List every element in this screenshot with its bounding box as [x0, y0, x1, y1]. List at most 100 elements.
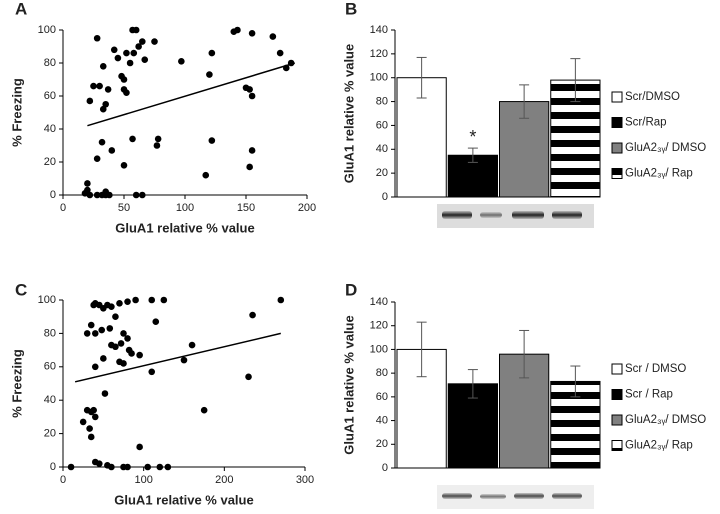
point — [128, 350, 135, 357]
legend-label: Scr/Rap — [625, 117, 667, 129]
point — [108, 147, 116, 154]
y-tick-label: 60 — [376, 119, 388, 131]
point — [102, 191, 109, 199]
legend-label: GluA2₃ᵧ/ DMSO — [625, 142, 706, 154]
y-tick-label: 0 — [382, 191, 388, 203]
point — [104, 86, 112, 93]
y-tick-label: 20 — [376, 438, 388, 450]
point — [208, 137, 216, 144]
legend-swatch — [611, 363, 623, 375]
point — [120, 76, 128, 83]
y-tick-label: 120 — [370, 48, 388, 60]
point — [86, 97, 94, 105]
legend-swatch — [611, 142, 623, 154]
point — [132, 26, 140, 34]
x-tick-label: 100 — [176, 202, 194, 214]
point — [249, 311, 256, 319]
y-axis-label: % Freezing — [9, 349, 24, 418]
point — [112, 313, 119, 321]
point — [124, 298, 131, 305]
point — [248, 30, 256, 37]
point — [84, 180, 91, 187]
y-tick-label: 40 — [376, 143, 388, 155]
point — [234, 26, 241, 34]
point — [148, 296, 156, 304]
blot-b — [437, 204, 594, 228]
y-axis-label: GluA1 relative % value — [341, 315, 356, 454]
point — [99, 63, 107, 70]
x-tick-label: 150 — [237, 202, 255, 214]
y-tick-label: 40 — [44, 123, 56, 135]
y-tick-label: 0 — [50, 189, 56, 201]
panel-label: B — [345, 0, 357, 18]
point — [248, 92, 256, 100]
point — [129, 135, 136, 143]
point — [246, 86, 253, 93]
trendline — [74, 332, 281, 383]
x-tick-label: 100 — [134, 474, 152, 486]
point — [98, 138, 106, 146]
y-tick-label: 120 — [370, 320, 388, 332]
point — [148, 368, 156, 376]
point — [91, 413, 99, 421]
point — [93, 191, 101, 199]
point — [178, 58, 185, 65]
point — [93, 34, 101, 42]
panel-label: C — [15, 280, 27, 299]
point — [108, 303, 115, 310]
point — [67, 463, 75, 471]
point — [98, 326, 106, 334]
y-tick-label: 0 — [50, 461, 56, 473]
point — [83, 330, 91, 337]
point — [120, 330, 127, 337]
legend-label: Scr / DMSO — [625, 363, 686, 375]
point — [96, 82, 103, 90]
point — [110, 46, 118, 54]
point — [200, 406, 208, 414]
y-tick-label: 100 — [38, 24, 56, 36]
x-tick-label: 0 — [60, 474, 66, 486]
y-tick-label: 80 — [376, 367, 388, 379]
y-tick-label: 140 — [370, 296, 388, 308]
point — [87, 433, 95, 441]
point — [139, 38, 146, 45]
point — [90, 82, 97, 90]
legend-swatch — [611, 117, 623, 128]
point — [116, 300, 123, 307]
panel-label: A — [15, 0, 27, 18]
y-tick-label: 20 — [44, 428, 56, 440]
y-tick-label: 60 — [44, 90, 56, 102]
legend-label: GluA2₃ᵧ/ DMSO — [625, 414, 706, 426]
y-tick-label: 80 — [44, 57, 56, 69]
point — [120, 162, 128, 169]
y-tick-label: 60 — [44, 361, 56, 373]
point — [124, 463, 131, 471]
legend-label: Scr / Rap — [625, 389, 673, 401]
x-tick-label: 200 — [298, 202, 316, 214]
x-axis-label: GluA1 relative % value — [114, 492, 253, 507]
point — [276, 49, 284, 57]
point — [153, 142, 161, 149]
point — [246, 163, 253, 171]
y-tick-label: 40 — [44, 394, 56, 406]
legend-swatch — [611, 91, 623, 103]
y-tick-label: 80 — [376, 95, 388, 107]
legend-swatch — [611, 414, 623, 426]
y-tick-label: 20 — [376, 167, 388, 179]
y-tick-label: 0 — [382, 462, 388, 474]
point — [144, 463, 151, 471]
point — [106, 325, 114, 332]
legend-swatch — [611, 168, 623, 179]
point — [132, 191, 140, 199]
x-tick-label: 200 — [215, 474, 233, 486]
point — [277, 296, 285, 304]
point — [151, 38, 158, 45]
point — [91, 363, 99, 371]
point — [152, 318, 160, 326]
blot-d — [437, 485, 594, 509]
annotation: * — [469, 127, 476, 147]
y-tick-label: 100 — [38, 294, 56, 306]
y-tick-label: 40 — [376, 414, 388, 426]
legend-swatch — [611, 389, 623, 400]
y-tick-label: 60 — [376, 391, 388, 403]
